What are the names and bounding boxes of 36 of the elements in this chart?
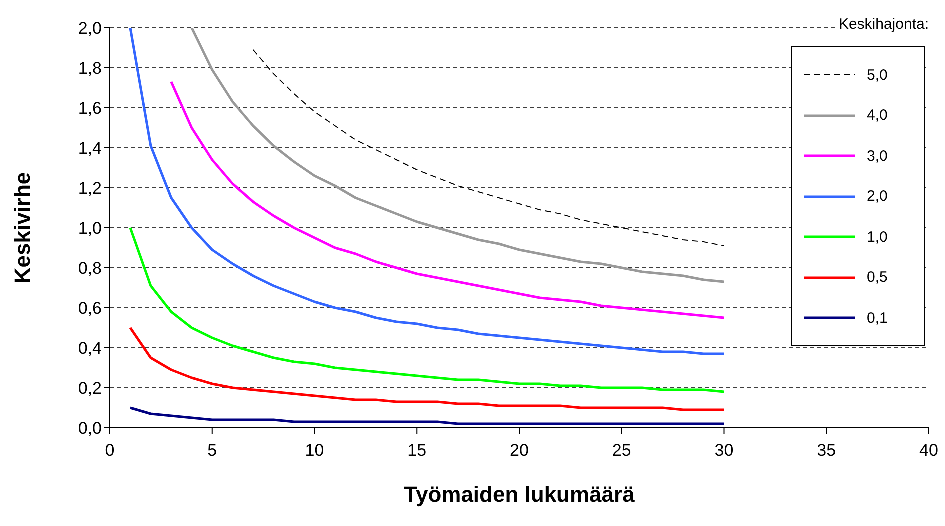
legend-label: 4,0: [867, 107, 888, 124]
legend-label: 0,1: [867, 310, 888, 327]
legend-label: 3,0: [867, 148, 888, 165]
y-axis-title: Keskivirhe: [10, 172, 35, 284]
line-series: [190, 28, 726, 284]
y-tick-label: 1,0: [78, 219, 102, 238]
x-tick-label: 5: [208, 441, 218, 460]
x-tick-label: 25: [612, 441, 632, 460]
x-tick-label: 0: [105, 441, 115, 460]
y-tick-label: 0,2: [78, 379, 102, 398]
y-tick-label: 1,8: [78, 59, 102, 78]
y-tick-label: 0,0: [78, 419, 102, 438]
x-tick-label: 35: [817, 441, 836, 460]
y-tick-label: 0,8: [78, 259, 102, 278]
x-axis-title: Työmaiden lukumäärä: [404, 482, 636, 507]
line-series: [129, 28, 726, 356]
legend-label: 0,5: [867, 269, 888, 286]
line-series: [129, 406, 726, 426]
y-tick-label: 0,4: [78, 339, 102, 358]
y-tick-label: 2,0: [78, 19, 102, 38]
y-tick-label: 1,2: [78, 179, 102, 198]
x-tick-label: 15: [408, 441, 427, 460]
line-series: [170, 80, 726, 320]
legend-label: 2,0: [867, 188, 888, 206]
y-tick-label: 1,4: [78, 139, 102, 158]
x-tick-label: 30: [714, 441, 734, 460]
line-series: [129, 326, 726, 412]
legend-label: 1,0: [867, 228, 888, 246]
x-tick-label: 10: [305, 441, 324, 460]
x-tick-label: 40: [920, 441, 938, 460]
y-tick-label: 1,6: [78, 99, 102, 118]
line-series: [129, 226, 726, 394]
x-tick-label: 20: [510, 441, 529, 460]
legend-title: Keskihajonta:: [836, 16, 931, 33]
y-tick-label: 0,6: [78, 299, 102, 318]
legend-label: 5,0: [867, 66, 888, 84]
